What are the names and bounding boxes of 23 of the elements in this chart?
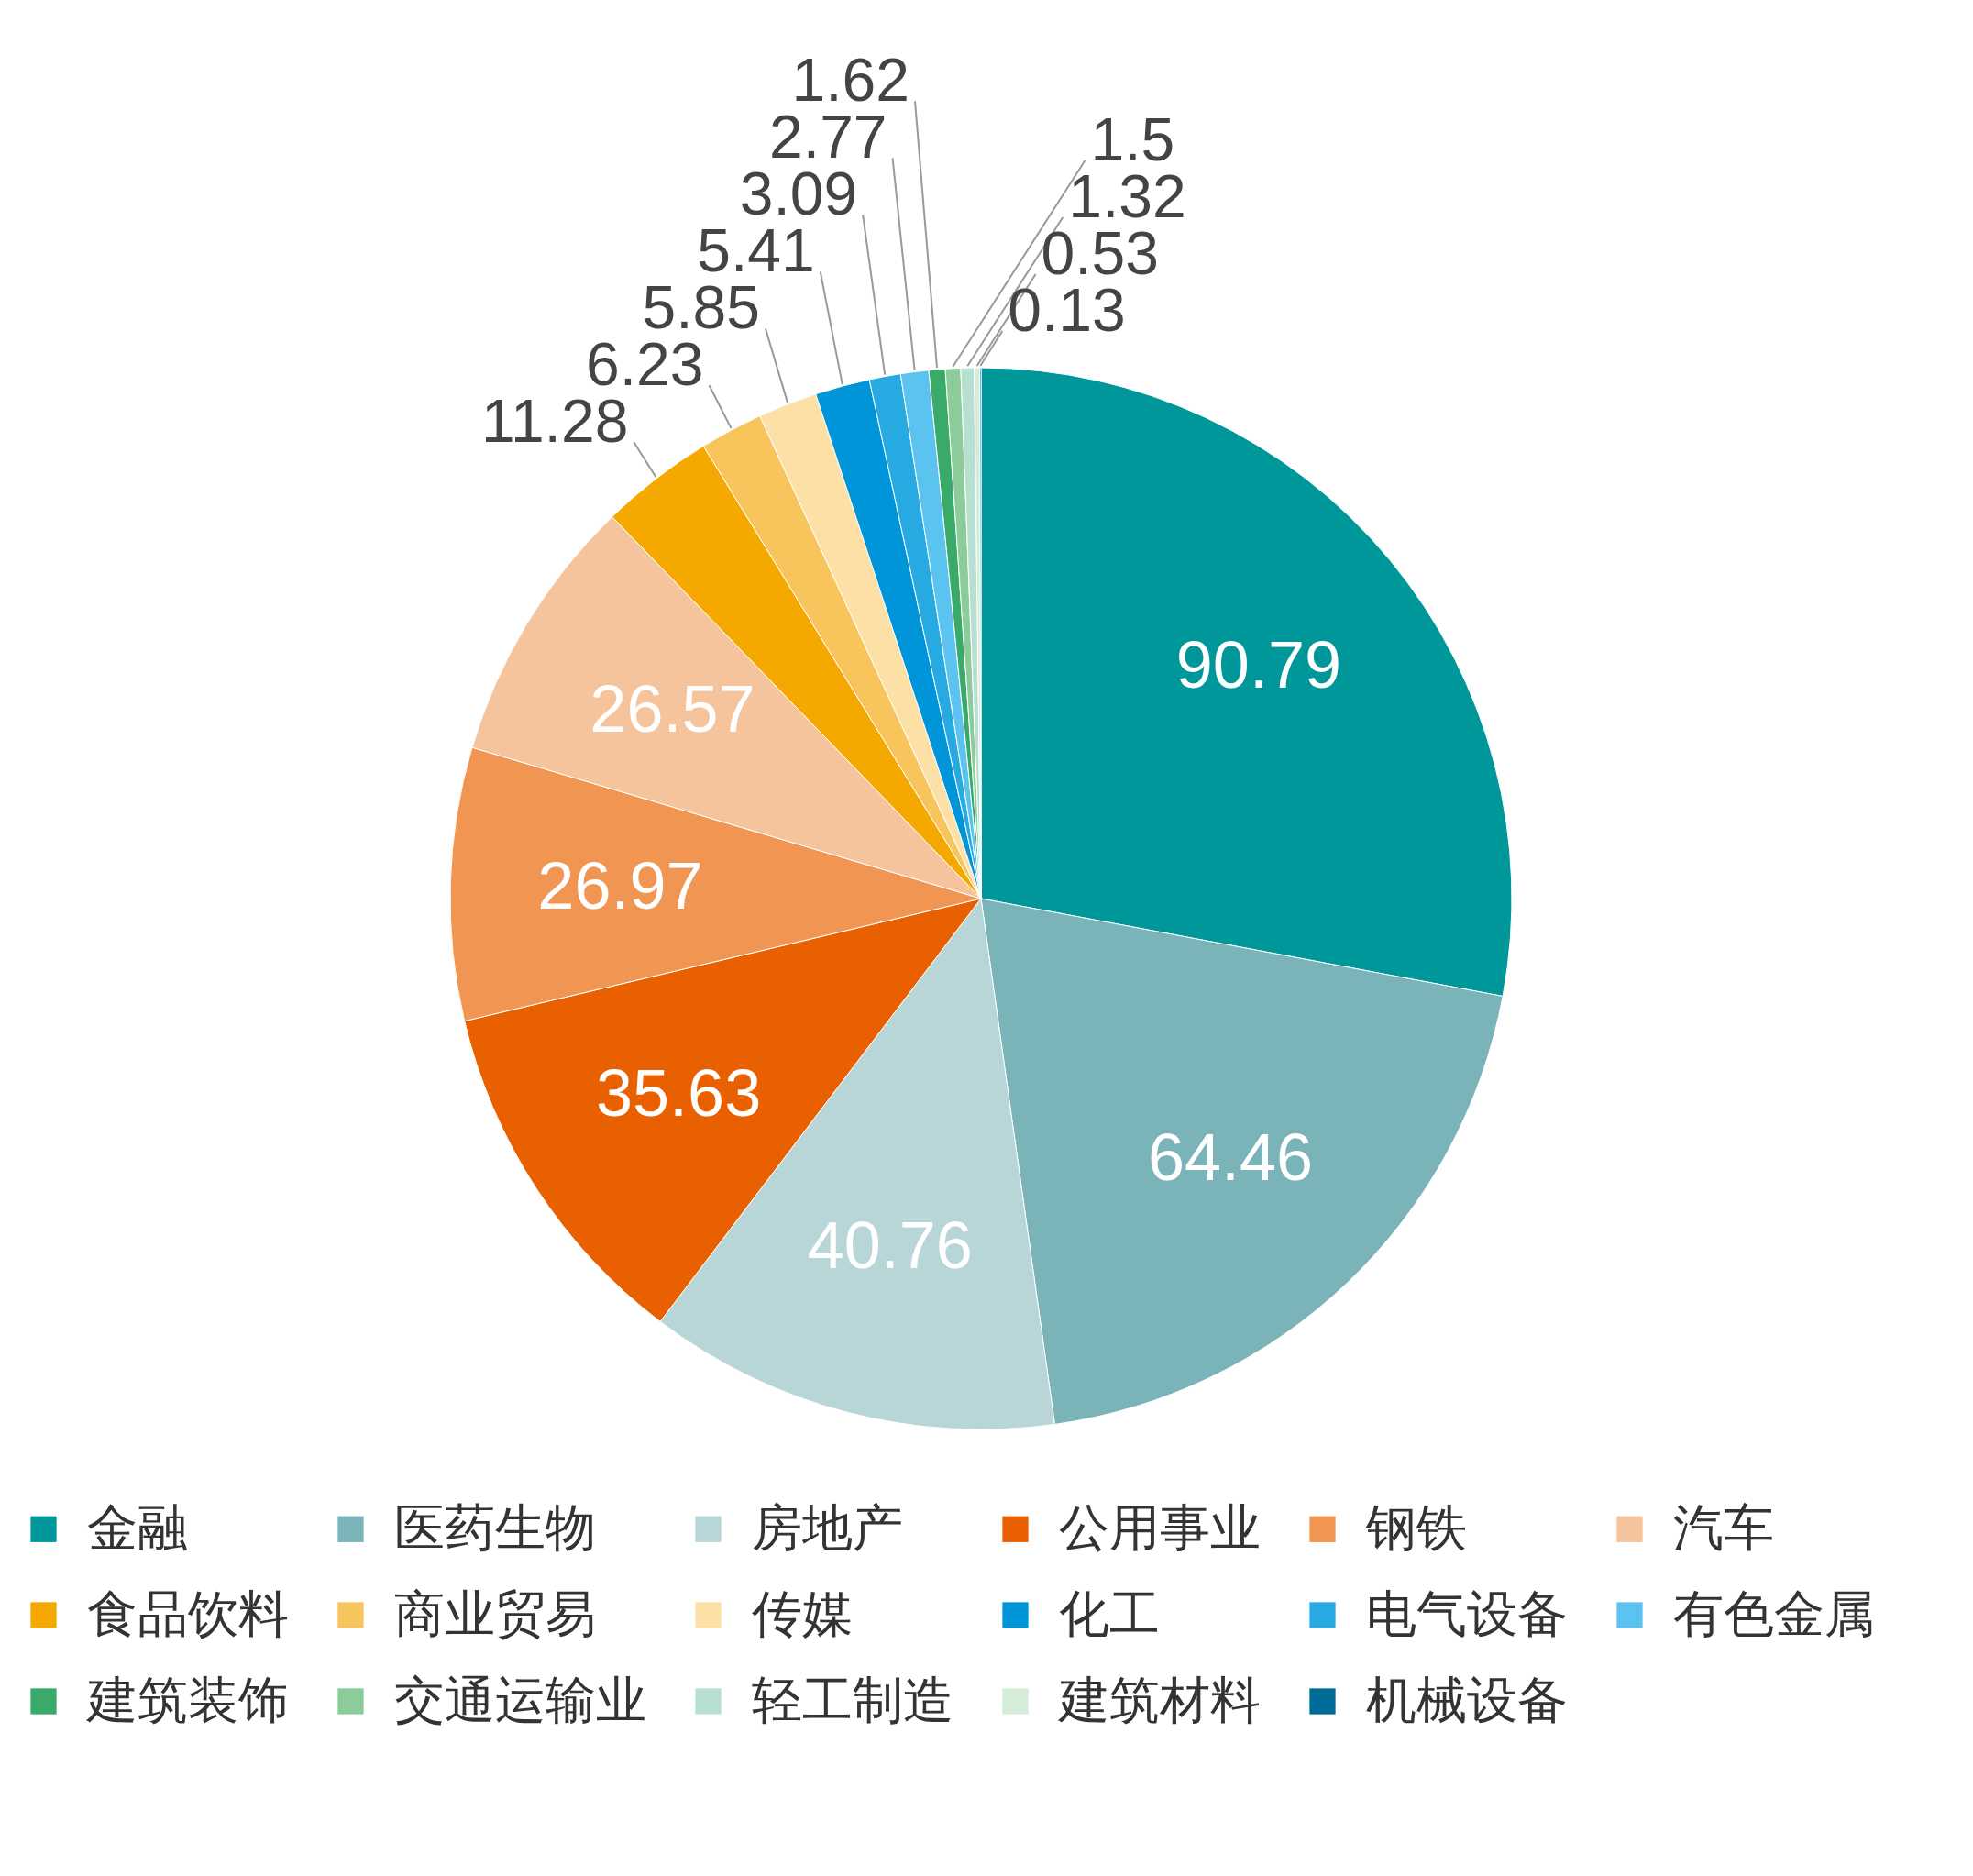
legend-label: 公用事业 (1059, 1498, 1261, 1556)
data-label: 35.63 (596, 1055, 762, 1130)
legend-label: 轻工制造 (752, 1671, 953, 1728)
data-label: 26.57 (590, 671, 755, 745)
legend-label: 建筑装饰 (85, 1671, 289, 1728)
legend-label: 有色金属 (1673, 1584, 1875, 1642)
legend-label: 钢铁 (1365, 1498, 1467, 1556)
data-label: 90.79 (1175, 628, 1342, 702)
legend-label: 医药生物 (394, 1498, 596, 1556)
legend-label: 房地产 (752, 1498, 903, 1556)
legend-label: 食品饮料 (87, 1584, 289, 1642)
data-label: 40.76 (807, 1208, 973, 1283)
legend-label: 交通运输业 (394, 1671, 646, 1728)
legend-label: 商业贸易 (394, 1584, 596, 1642)
legend-label: 传媒 (752, 1584, 853, 1642)
legend-label: 汽车 (1673, 1498, 1774, 1556)
data-label: 64.46 (1147, 1120, 1314, 1194)
data-label: 26.97 (537, 849, 703, 923)
legend-label: 金融 (87, 1498, 188, 1556)
legend-label: 机械设备 (1366, 1671, 1568, 1728)
legend-label: 电气设备 (1366, 1584, 1568, 1642)
legend-label: 化工 (1059, 1584, 1160, 1642)
legend-label: 建筑材料 (1057, 1671, 1261, 1728)
